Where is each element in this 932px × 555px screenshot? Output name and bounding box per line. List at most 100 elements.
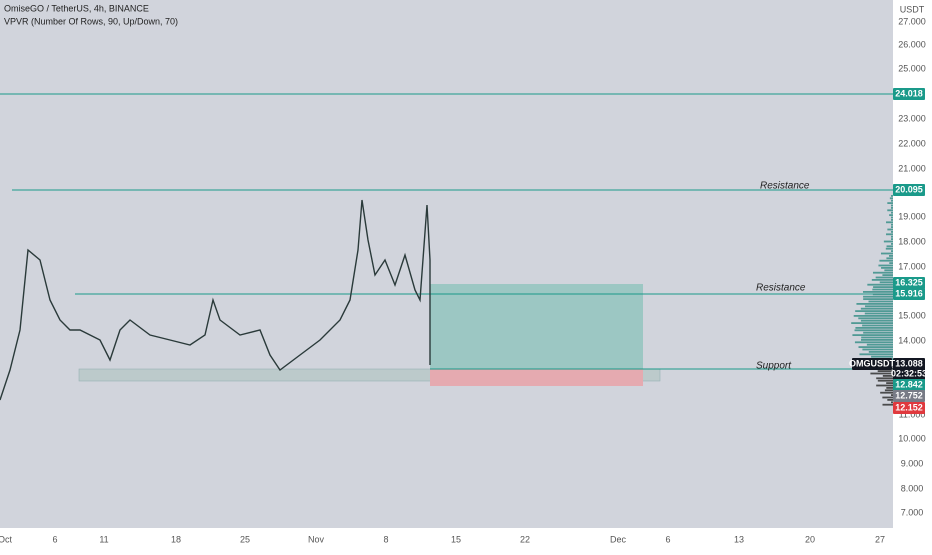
vp-bar: [886, 233, 893, 236]
vp-bar: [878, 264, 893, 267]
vp-bar: [858, 346, 893, 348]
price-tag: [893, 402, 925, 414]
vp-bar: [871, 279, 893, 281]
price-tag: [893, 390, 925, 402]
vp-bar: [891, 250, 893, 252]
price-label: 10.000: [898, 433, 926, 443]
date-label: 6: [52, 534, 57, 544]
vp-bar: [891, 231, 893, 233]
vp-bar: [891, 235, 893, 238]
price-tag-text: 12.842: [895, 379, 923, 389]
vp-bar: [884, 389, 893, 392]
vp-bar: [853, 315, 893, 317]
vp-bar: [887, 228, 893, 231]
profit-zone: [430, 284, 643, 369]
date-label: 11: [99, 534, 108, 544]
date-label: 20: [805, 534, 815, 544]
vp-bar: [872, 288, 893, 291]
symbol-tag-text: OMGUSDT: [849, 358, 896, 368]
price-label: 22.000: [898, 138, 926, 148]
vp-bar: [867, 283, 893, 286]
price-tag: [893, 358, 925, 370]
vp-bar: [855, 327, 893, 329]
price-label: 19.000: [898, 211, 926, 221]
vp-bar: [872, 271, 893, 274]
price-tag-text: 02:32:53: [891, 368, 927, 378]
vp-bar: [868, 300, 893, 303]
indicator-title: VPVR (Number Of Rows, 90, Up/Down, 70): [4, 16, 178, 26]
volume-profile: [851, 195, 893, 406]
vp-bar: [861, 339, 893, 341]
vp-bar: [854, 341, 893, 344]
vp-bar: [851, 322, 893, 324]
vp-bar: [891, 223, 893, 226]
vp-bar: [879, 259, 893, 262]
vp-bar: [891, 401, 893, 404]
date-label: 25: [240, 534, 250, 544]
vp-bar: [886, 257, 893, 260]
vp-bar: [889, 197, 893, 200]
price-tag-text: 16.325: [895, 277, 923, 287]
annotation: Resistance: [760, 181, 810, 192]
vp-bar: [891, 238, 893, 240]
vp-bar: [889, 255, 893, 257]
vp-bar: [887, 209, 893, 212]
price-label: 14.000: [898, 335, 926, 345]
vp-bar: [873, 286, 893, 288]
vp-bar: [891, 211, 893, 214]
price-label: 26.000: [898, 39, 926, 49]
vp-bar: [862, 291, 893, 293]
vp-bar: [891, 394, 893, 396]
vp-bar: [860, 307, 893, 310]
vp-bar: [863, 298, 893, 300]
vp-bar: [891, 195, 893, 197]
price-tag: [893, 277, 925, 289]
vp-bar: [887, 399, 893, 401]
annotation: Resistance: [756, 283, 806, 294]
date-label: 27: [875, 534, 885, 544]
vp-bar: [886, 245, 893, 248]
vp-bar: [875, 276, 893, 279]
vp-bar: [884, 269, 893, 272]
vp-bar: [882, 274, 893, 276]
price-label: 15.000: [898, 310, 926, 320]
vp-bar: [852, 334, 893, 336]
price-tag: [893, 88, 925, 100]
vp-bar: [891, 216, 893, 219]
date-label: Dec: [610, 534, 627, 544]
vp-bar: [868, 351, 893, 353]
vp-bar: [872, 293, 893, 296]
stop-zone: [430, 369, 643, 386]
price-label: 17.000: [898, 261, 926, 271]
vp-bar: [859, 353, 893, 356]
date-label: 13: [734, 534, 744, 544]
vp-bar: [885, 247, 893, 250]
vp-bar: [870, 372, 893, 375]
price-label: 23.000: [898, 113, 926, 123]
vp-bar: [854, 329, 893, 332]
price-label: 8.000: [901, 483, 924, 493]
price-label: 27.000: [898, 16, 926, 26]
price-label: 7.000: [901, 507, 924, 517]
vp-bar: [876, 384, 893, 387]
vp-bar: [877, 370, 893, 372]
date-label: 6: [665, 534, 670, 544]
price-series: [0, 199, 431, 401]
vp-bar: [891, 207, 893, 209]
vp-bar: [891, 199, 893, 202]
price-label: 25.000: [898, 63, 926, 73]
vp-bar: [880, 391, 893, 394]
price-tag-text: 20.095: [895, 184, 923, 194]
vp-bar: [882, 396, 893, 399]
date-label: 18: [171, 534, 181, 544]
date-label: 22: [520, 534, 530, 544]
vp-bar: [882, 403, 893, 406]
price-tag: [893, 368, 925, 380]
price-tag-text: 12.752: [895, 390, 923, 400]
annotation: Support: [756, 361, 792, 372]
price-tag-text: 15.916: [895, 288, 923, 298]
date-label: 15: [451, 534, 461, 544]
vp-bar: [865, 305, 893, 308]
